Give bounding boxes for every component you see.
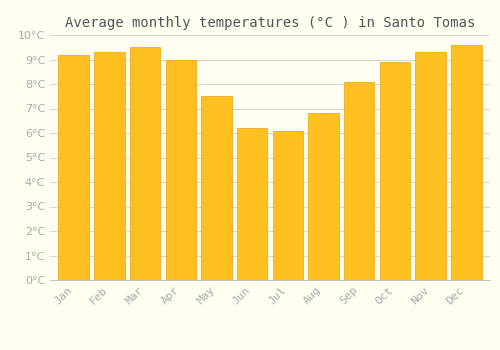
Bar bbox=[416, 52, 446, 280]
Bar bbox=[94, 52, 124, 280]
Bar bbox=[202, 96, 232, 280]
Bar bbox=[237, 128, 268, 280]
Bar bbox=[272, 131, 303, 280]
Bar bbox=[380, 62, 410, 280]
Bar bbox=[58, 55, 89, 280]
Bar bbox=[166, 60, 196, 280]
Bar bbox=[451, 45, 482, 280]
Title: Average monthly temperatures (°C ) in Santo Tomas: Average monthly temperatures (°C ) in Sa… bbox=[65, 16, 475, 30]
Bar bbox=[344, 82, 374, 280]
Bar bbox=[308, 113, 338, 280]
Bar bbox=[130, 47, 160, 280]
